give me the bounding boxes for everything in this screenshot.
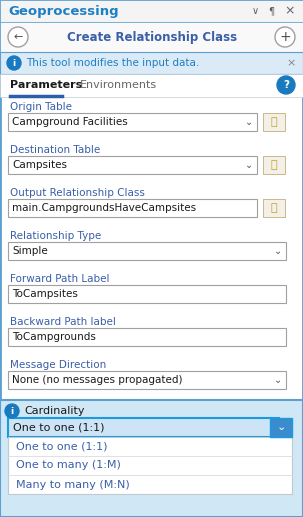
- Text: None (no messages propagated): None (no messages propagated): [12, 375, 182, 385]
- Bar: [0, 52, 303, 74]
- Circle shape: [277, 76, 295, 94]
- Text: Environments: Environments: [80, 80, 157, 90]
- Text: Backward Path label: Backward Path label: [10, 317, 116, 327]
- Bar: [8, 328, 286, 346]
- Text: Campsites: Campsites: [12, 160, 67, 170]
- Bar: [263, 156, 285, 174]
- Bar: [0, 400, 303, 517]
- Circle shape: [7, 56, 21, 70]
- Text: Output Relationship Class: Output Relationship Class: [10, 188, 145, 198]
- Text: ×: ×: [286, 58, 296, 68]
- Text: Origin Table: Origin Table: [10, 102, 72, 112]
- Bar: [8, 242, 286, 260]
- Text: ∨: ∨: [251, 6, 258, 16]
- Text: ToCampsites: ToCampsites: [12, 289, 78, 299]
- Text: Simple: Simple: [12, 246, 48, 256]
- Text: Geoprocessing: Geoprocessing: [8, 5, 119, 18]
- Bar: [263, 113, 285, 131]
- Bar: [0, 22, 303, 52]
- Text: Cardinality: Cardinality: [24, 406, 85, 416]
- Text: ?: ?: [283, 80, 289, 90]
- Text: ×: ×: [285, 5, 295, 18]
- Text: ⌄: ⌄: [245, 160, 253, 170]
- Circle shape: [8, 27, 28, 47]
- Text: ToCampgrounds: ToCampgrounds: [12, 332, 96, 342]
- Text: ¶: ¶: [268, 6, 274, 16]
- Text: Create Relationship Class: Create Relationship Class: [67, 31, 237, 43]
- Text: ⌄: ⌄: [274, 375, 282, 385]
- Text: i: i: [10, 406, 14, 416]
- Text: 🗁: 🗁: [271, 160, 277, 170]
- Bar: [8, 199, 257, 217]
- Text: Forward Path Label: Forward Path Label: [10, 274, 109, 284]
- Text: Relationship Type: Relationship Type: [10, 231, 101, 241]
- Text: Many to many (M:N): Many to many (M:N): [16, 479, 130, 490]
- Bar: [8, 371, 286, 389]
- Bar: [0, 0, 303, 22]
- Text: Destination Table: Destination Table: [10, 145, 100, 155]
- Text: Parameters: Parameters: [10, 80, 82, 90]
- Bar: [8, 418, 279, 437]
- Bar: [263, 199, 285, 217]
- Text: +: +: [279, 30, 291, 44]
- Text: ⌄: ⌄: [245, 117, 253, 127]
- Text: This tool modifies the input data.: This tool modifies the input data.: [26, 58, 199, 68]
- Text: One to one (1:1): One to one (1:1): [13, 422, 105, 433]
- Text: One to one (1:1): One to one (1:1): [16, 442, 108, 451]
- Bar: [8, 156, 257, 174]
- Text: i: i: [12, 58, 15, 68]
- Circle shape: [5, 404, 19, 418]
- Text: ⌄: ⌄: [274, 246, 282, 256]
- Text: 🗁: 🗁: [271, 117, 277, 127]
- Bar: [0, 74, 303, 97]
- Text: 🗁: 🗁: [271, 203, 277, 213]
- Circle shape: [275, 27, 295, 47]
- Text: Message Direction: Message Direction: [10, 360, 106, 370]
- Bar: [8, 285, 286, 303]
- Text: main.CampgroundsHaveCampsites: main.CampgroundsHaveCampsites: [12, 203, 196, 213]
- Text: ⌄: ⌄: [276, 422, 286, 433]
- Text: Campground Facilities: Campground Facilities: [12, 117, 128, 127]
- Text: One to many (1:M): One to many (1:M): [16, 461, 121, 470]
- Bar: [270, 418, 292, 437]
- Bar: [8, 113, 257, 131]
- Text: ←: ←: [13, 32, 23, 42]
- Bar: [8, 437, 292, 494]
